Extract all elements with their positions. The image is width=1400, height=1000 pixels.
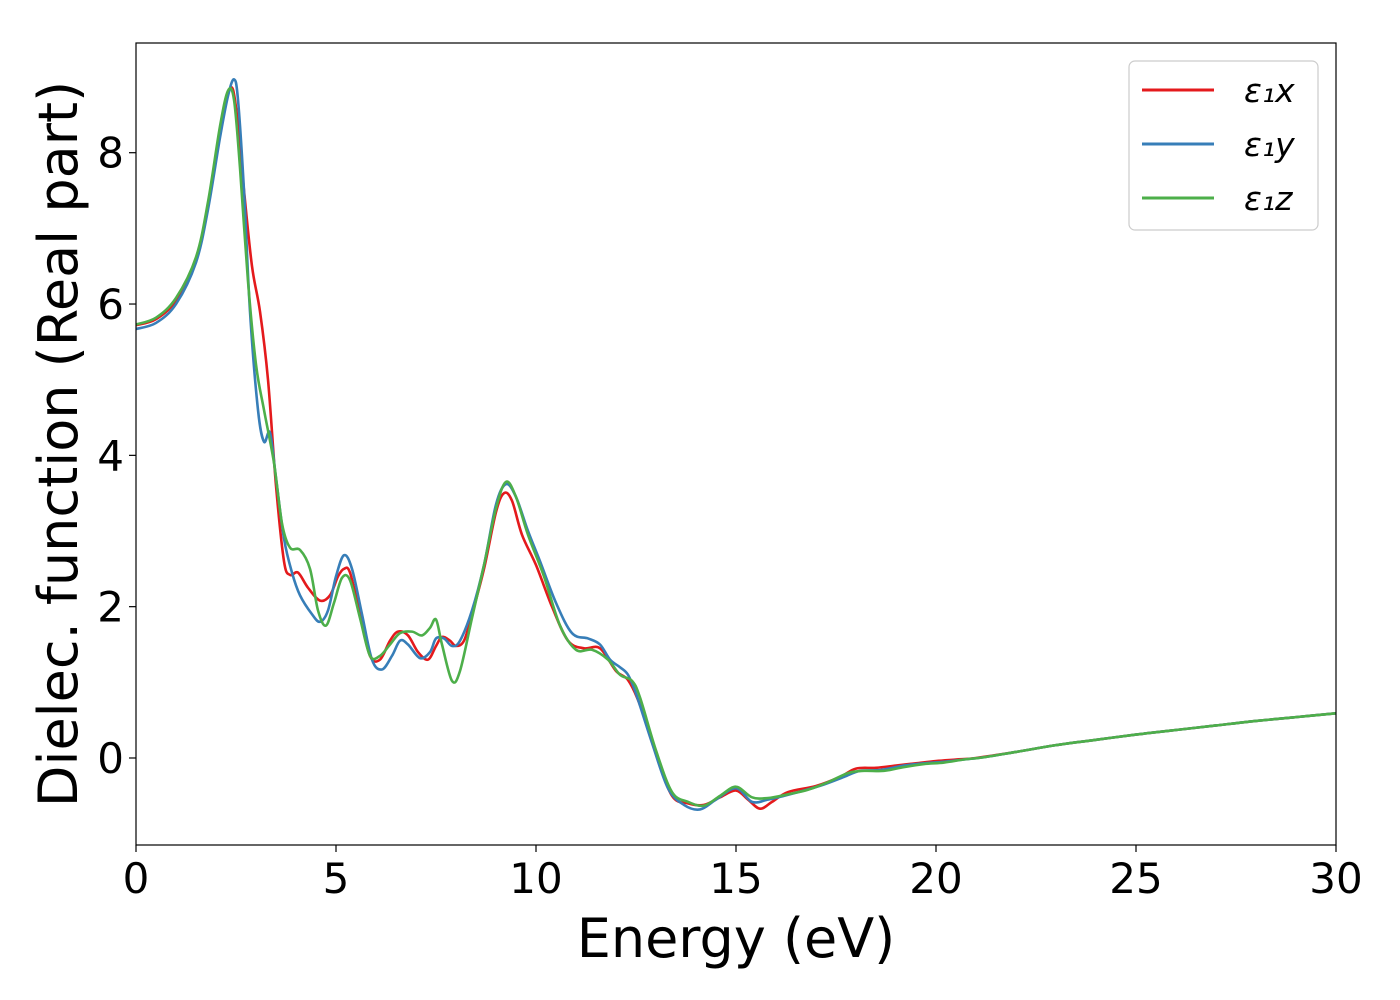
series-line-2: [136, 86, 1336, 808]
legend-label-0: ε₁x: [1244, 71, 1295, 110]
y-tick-label: 6: [97, 280, 124, 329]
y-tick-label: 2: [97, 583, 124, 632]
legend-label-1: ε₁y: [1244, 125, 1295, 164]
x-axis-label: Energy (eV): [577, 907, 896, 970]
x-tick-label: 10: [509, 854, 562, 903]
y-axis-ticks: 0 2 4 6 8: [97, 129, 136, 783]
y-tick-label: 0: [97, 734, 124, 783]
y-tick-label: 8: [97, 129, 124, 178]
x-tick-label: 5: [323, 854, 350, 903]
y-axis-label: Dielec. function (Real part): [27, 81, 90, 807]
x-axis-ticks: 0 5 10 15 20 25 30: [123, 845, 1363, 903]
legend-box: [1128, 60, 1319, 231]
x-tick-label: 15: [709, 854, 762, 903]
x-tick-label: 25: [1109, 854, 1162, 903]
x-tick-label: 0: [123, 854, 150, 903]
legend-label-2: ε₁z: [1244, 179, 1293, 218]
y-tick-label: 4: [97, 431, 124, 480]
legend: ε₁x ε₁y ε₁z: [1128, 60, 1319, 231]
x-tick-label: 30: [1309, 854, 1362, 903]
series-layer: [136, 78, 1336, 811]
x-tick-label: 20: [909, 854, 962, 903]
